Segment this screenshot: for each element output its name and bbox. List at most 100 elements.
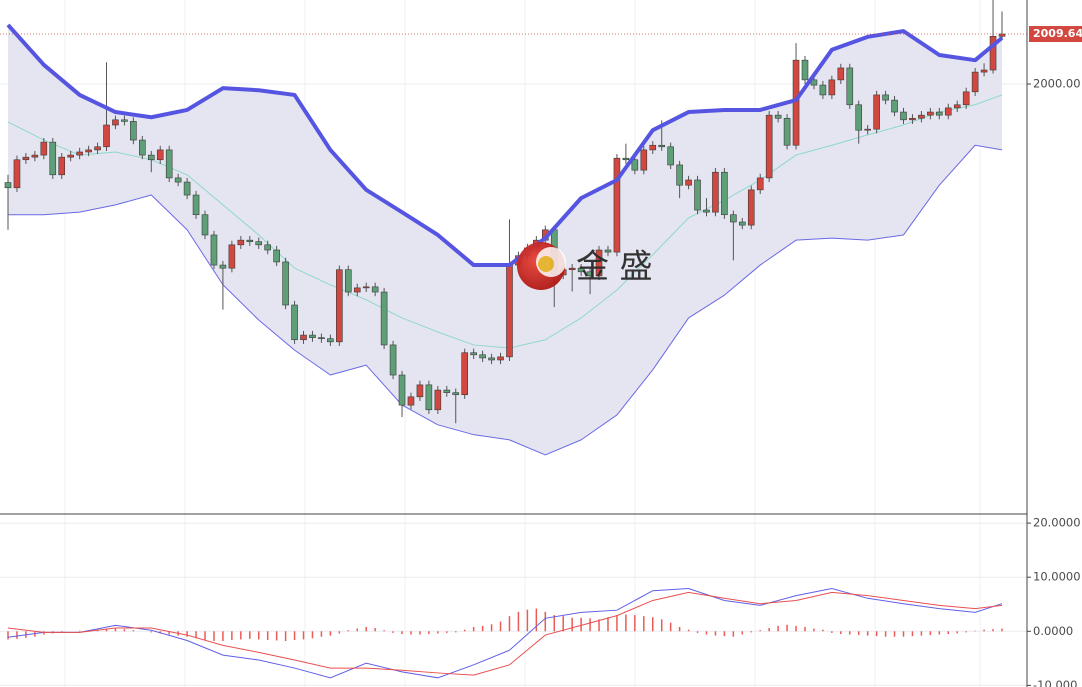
- candle-body: [640, 149, 648, 171]
- y-tick-label: -10.000: [1033, 678, 1077, 687]
- candle-body: [22, 156, 30, 161]
- watermark-text: 金 盛: [576, 247, 653, 286]
- candle-body: [255, 241, 263, 246]
- candle-body: [837, 67, 845, 81]
- candle-body: [452, 392, 460, 396]
- candle-body: [210, 234, 218, 266]
- candle-body: [801, 59, 809, 81]
- candle-body: [828, 79, 836, 96]
- candle-body: [192, 194, 200, 216]
- candle-body: [228, 244, 236, 269]
- candle-body: [783, 117, 791, 146]
- logo-coin: [538, 256, 554, 272]
- candle-body: [936, 111, 943, 116]
- last-price-box: [1029, 26, 1082, 43]
- last-price-label: 2009.64: [1033, 27, 1082, 40]
- y-tick-label: 10.0000: [1033, 570, 1081, 584]
- candle-body: [336, 269, 343, 343]
- candle-body: [703, 209, 710, 213]
- y-tick-label: 0.0000: [1033, 624, 1073, 638]
- candle-body: [380, 291, 388, 346]
- candle-body: [371, 286, 379, 293]
- candle-body: [649, 144, 657, 151]
- candle-body: [344, 269, 352, 293]
- candle-body: [58, 156, 66, 176]
- lower-band: [8, 144, 1003, 456]
- candle-body: [685, 179, 692, 186]
- candle-body: [103, 124, 110, 148]
- candle-body: [962, 91, 970, 106]
- candle-body: [443, 389, 451, 393]
- candle-body: [927, 111, 934, 116]
- candle-body: [94, 146, 101, 151]
- candle-body: [246, 239, 254, 243]
- macd-line: [7, 591, 1003, 676]
- candle-body: [309, 334, 316, 338]
- candle-body: [918, 114, 925, 119]
- candle-body: [855, 104, 863, 131]
- watermark: 金 盛: [517, 242, 653, 290]
- candle-body: [327, 338, 334, 343]
- candle-body: [49, 141, 57, 176]
- candle-body: [416, 384, 424, 398]
- candle-body: [971, 71, 979, 93]
- candle-body: [461, 352, 469, 396]
- candle-body: [291, 304, 298, 341]
- candle-body: [586, 271, 594, 277]
- candle-body: [67, 154, 74, 158]
- candle-body: [40, 141, 48, 156]
- candle-body: [882, 94, 889, 101]
- candle-body: [712, 171, 719, 213]
- candle-body: [488, 357, 495, 361]
- macd-line: [7, 588, 1003, 679]
- candle-body: [219, 264, 227, 269]
- candle-body: [774, 114, 782, 119]
- candle-body: [873, 94, 880, 130]
- candle-body: [353, 287, 361, 293]
- candle-body: [398, 374, 406, 406]
- candle-body: [76, 151, 83, 156]
- candle-body: [622, 157, 630, 161]
- candle-body: [183, 181, 191, 196]
- candle-body: [658, 144, 666, 148]
- candle-body: [282, 261, 289, 306]
- candle-body: [846, 67, 854, 106]
- candle-body: [237, 239, 245, 246]
- candle-body: [273, 249, 280, 263]
- candle-body: [434, 389, 442, 411]
- candle-body: [389, 344, 397, 376]
- candle-body: [112, 119, 119, 126]
- candle-body: [944, 107, 952, 116]
- candle-body: [604, 249, 612, 253]
- candle-body: [174, 177, 182, 183]
- candle-body: [318, 337, 325, 340]
- candle-body: [85, 149, 92, 153]
- candle-body: [980, 69, 988, 73]
- candle-body: [506, 264, 513, 358]
- candle-body: [891, 99, 898, 113]
- candle-body: [470, 352, 477, 356]
- upper-band: [6, 23, 1004, 268]
- candle-body: [756, 177, 764, 191]
- candle-body: [568, 267, 576, 271]
- candle-body: [4, 182, 12, 189]
- candle-body: [121, 119, 128, 122]
- candle-body: [989, 36, 997, 71]
- candle-body: [13, 159, 21, 189]
- candle-body: [577, 267, 585, 273]
- candle-body: [953, 104, 961, 109]
- candle-body: [130, 121, 137, 141]
- y-tick-label: 2000.00: [1033, 77, 1081, 91]
- candle-body: [165, 149, 173, 179]
- candle-body: [721, 171, 728, 216]
- candle-body: [676, 164, 683, 186]
- candle-body: [864, 128, 871, 131]
- candle-body: [819, 84, 827, 96]
- candle-body: [595, 249, 603, 277]
- candle-body: [747, 189, 755, 226]
- candle-body: [900, 111, 907, 121]
- candle-body: [479, 354, 486, 359]
- candle-body: [730, 214, 737, 223]
